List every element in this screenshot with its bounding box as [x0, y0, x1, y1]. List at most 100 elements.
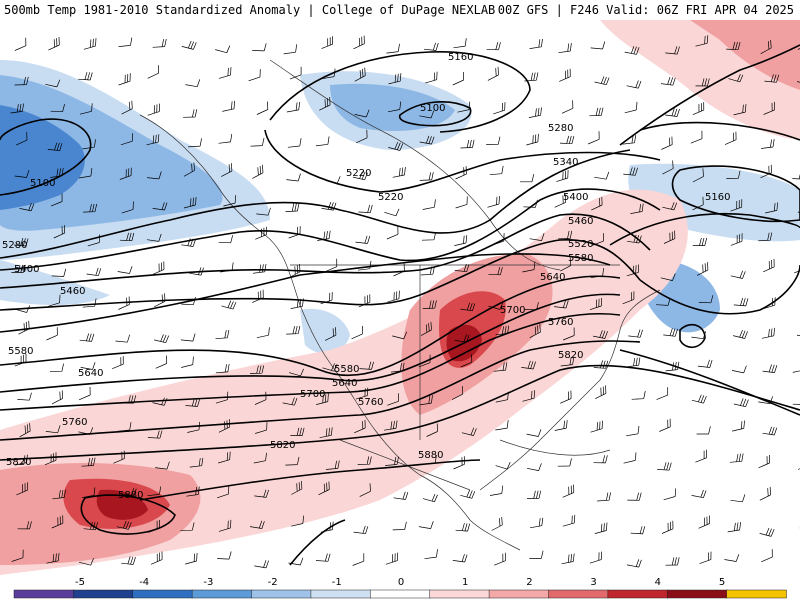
wind-barb — [726, 170, 741, 179]
wind-barb — [218, 519, 232, 532]
wind-barb — [15, 305, 31, 313]
wind-barb — [14, 353, 27, 367]
wind-barb — [119, 232, 135, 241]
wind-barb — [355, 387, 369, 400]
wind-barb — [120, 133, 133, 146]
wind-barbs — [10, 35, 800, 569]
wind-barb — [181, 238, 196, 247]
wind-barb — [285, 456, 300, 466]
wind-barb — [662, 202, 678, 211]
wind-barb — [189, 267, 204, 276]
wind-barb — [452, 554, 468, 563]
contour-5160-north — [269, 51, 531, 133]
wind-barb — [661, 520, 674, 534]
colorbar-segment — [607, 589, 668, 599]
wind-barb — [422, 199, 436, 210]
wind-barb — [663, 328, 678, 337]
contour-label: 5160 — [448, 52, 473, 63]
wind-barb — [353, 525, 369, 535]
wind-barb — [215, 391, 229, 404]
wind-barb — [494, 552, 506, 566]
contour-label: 5700 — [300, 389, 325, 400]
wind-barb — [155, 355, 168, 369]
wind-barb — [556, 169, 569, 182]
wind-barb — [357, 456, 372, 465]
wind-barb — [181, 297, 196, 306]
wind-barb — [730, 494, 746, 503]
wind-barb — [392, 331, 408, 340]
wind-barb — [724, 554, 740, 562]
wind-barb — [325, 176, 341, 184]
wind-barb — [729, 453, 744, 463]
wind-barb — [254, 391, 267, 405]
wind-barb — [181, 40, 197, 50]
colorbar-segment — [666, 589, 728, 599]
wind-barb — [253, 452, 267, 464]
wind-barb — [249, 520, 265, 529]
wind-barb — [418, 354, 431, 368]
wind-barb — [287, 138, 302, 148]
wind-barb — [252, 164, 264, 179]
wind-barb — [290, 298, 304, 309]
wind-barb — [319, 96, 331, 111]
wind-barb — [696, 262, 709, 276]
wind-barb — [733, 104, 747, 116]
contour-5340 — [0, 188, 661, 271]
wind-barb — [82, 139, 96, 150]
wind-barb — [763, 297, 776, 310]
wind-barb — [423, 42, 439, 51]
wind-barb — [50, 167, 64, 178]
wind-barb — [460, 139, 475, 149]
wind-barb — [656, 387, 669, 400]
anomaly-map: 5160 5100 5280 5220 5340 5400 5460 5520 … — [0, 20, 800, 575]
contour-label: 5280 — [2, 240, 27, 251]
wind-barb — [419, 395, 433, 406]
height-contours — [0, 44, 800, 566]
anomaly-colorbar: -5 -4 -3 -2 -1 0 1 2 3 4 5 — [13, 577, 787, 599]
wind-barb — [695, 78, 710, 87]
wind-barb — [626, 425, 640, 437]
wind-barb — [562, 327, 575, 341]
wind-barb — [486, 136, 501, 145]
wind-barb — [78, 557, 94, 566]
wind-barb — [495, 325, 510, 336]
contour-5880-tropical — [289, 519, 346, 566]
wind-barb — [183, 196, 197, 209]
wind-barb — [419, 110, 435, 119]
map-title: 500mb Temp 1981-2010 Standardized Anomal… — [4, 3, 496, 17]
wind-barb — [222, 100, 236, 112]
wind-barb — [17, 392, 32, 401]
wind-barb — [324, 327, 337, 341]
wind-barb — [558, 230, 573, 240]
wind-barb — [695, 35, 709, 47]
wind-barb — [385, 456, 399, 466]
wind-barb — [121, 556, 136, 565]
wind-barb — [526, 490, 542, 499]
wind-barb — [554, 420, 568, 431]
wind-barb — [254, 560, 269, 569]
wind-barb — [220, 262, 234, 273]
wind-barb — [624, 46, 640, 55]
wind-barb — [760, 164, 772, 179]
wind-barb — [183, 109, 198, 118]
wind-barb — [728, 74, 744, 83]
wind-barb — [218, 235, 234, 244]
wind-barb — [384, 208, 400, 217]
wind-barb — [460, 302, 476, 312]
wind-barb — [724, 131, 737, 145]
wind-barb — [388, 73, 402, 85]
wind-barb — [289, 368, 304, 377]
wind-barb — [353, 35, 365, 50]
wind-barb — [524, 302, 539, 311]
wind-barb — [455, 523, 471, 532]
wind-barb — [562, 484, 575, 498]
wind-barb — [185, 552, 198, 565]
wind-barb — [283, 44, 298, 55]
wind-barb — [758, 396, 773, 405]
wind-barb — [146, 134, 160, 146]
wind-barb — [697, 359, 713, 368]
contour-label: 5880 — [418, 450, 443, 461]
wind-barb — [354, 67, 366, 82]
cold-anomaly-southwest — [300, 308, 350, 354]
contour-label: 5640 — [540, 272, 565, 283]
